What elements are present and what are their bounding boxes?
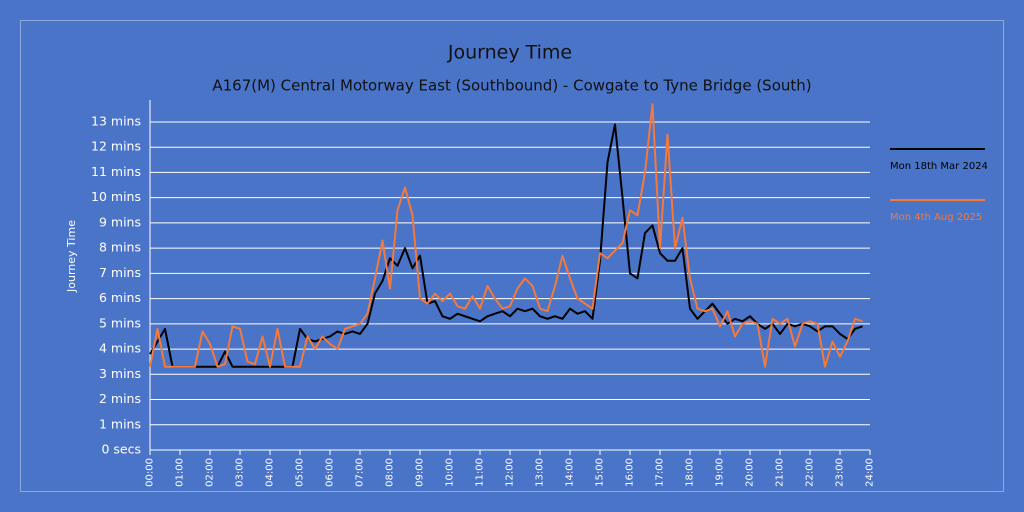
chart-subtitle: A167(M) Central Motorway East (Southboun…: [212, 77, 811, 95]
x-tick-label: 15:00: [595, 458, 606, 487]
x-tick-label: 20:00: [745, 458, 756, 487]
frame: [20, 20, 1004, 492]
y-tick-label: 9 mins: [99, 214, 141, 229]
x-tick-label: 16:00: [625, 458, 636, 487]
x-tick-label: 21:00: [775, 458, 786, 487]
x-tick-label: 03:00: [235, 458, 246, 487]
x-tick-label: 06:00: [325, 458, 336, 487]
y-tick-label: 3 mins: [99, 366, 141, 381]
x-tick-label: 05:00: [295, 458, 306, 487]
x-tick-label: 04:00: [265, 458, 276, 487]
x-tick-label: 10:00: [445, 458, 456, 487]
x-tick-label: 12:00: [505, 458, 516, 487]
x-tick-label: 01:00: [175, 458, 186, 487]
y-tick-label: 1 mins: [99, 416, 141, 431]
y-tick-label: 8 mins: [99, 240, 141, 255]
y-tick-label: 11 mins: [91, 164, 141, 179]
y-tick-label: 2 mins: [99, 391, 141, 406]
y-tick-label: 6 mins: [99, 290, 141, 305]
y-axis-label: Journey Time: [65, 220, 78, 293]
x-tick-label: 18:00: [685, 458, 696, 487]
x-tick-label: 14:00: [565, 458, 576, 487]
series-line: [149, 103, 863, 368]
x-tick-label: 13:00: [535, 458, 546, 487]
chart-title: Journey Time: [447, 42, 572, 64]
x-tick-label: 11:00: [475, 458, 486, 487]
y-tick-label: 13 mins: [91, 113, 141, 128]
x-tick-label: 09:00: [415, 458, 426, 487]
y-tick-label: 10 mins: [91, 189, 141, 204]
x-tick-label: 08:00: [385, 458, 396, 487]
x-tick-label: 07:00: [355, 458, 366, 487]
legend-label: Mon 4th Aug 2025: [890, 212, 982, 223]
x-tick-label: 24:00: [865, 458, 876, 487]
x-tick-label: 23:00: [835, 458, 846, 487]
y-tick-label: 7 mins: [99, 265, 141, 280]
legend-label: Mon 18th Mar 2024: [890, 161, 988, 172]
x-tick-label: 19:00: [715, 458, 726, 487]
x-tick-label: 00:00: [145, 458, 156, 487]
x-tick-label: 22:00: [805, 458, 816, 487]
x-tick-label: 17:00: [655, 458, 666, 487]
y-tick-label: 5 mins: [99, 315, 141, 330]
y-tick-label: 12 mins: [91, 139, 141, 154]
y-tick-label: 4 mins: [99, 341, 141, 356]
series-line: [149, 123, 863, 368]
x-tick-label: 02:00: [205, 458, 216, 487]
y-tick-label: 0 secs: [101, 442, 141, 457]
